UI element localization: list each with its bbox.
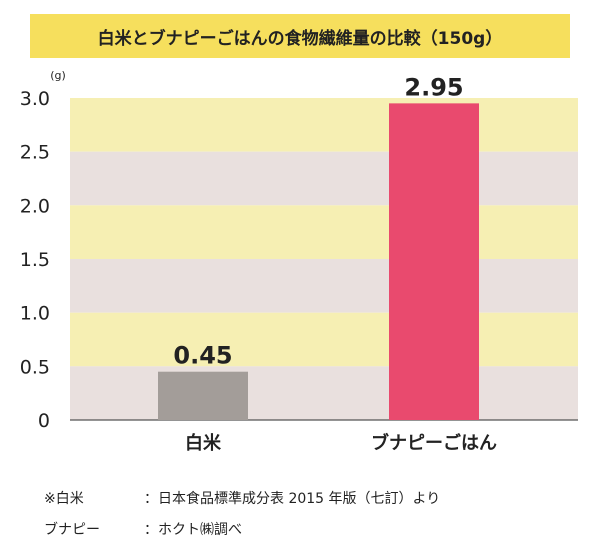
chart-title-bar: 白米とブナピーごはんの食物繊維量の比較（150g） [30,14,570,58]
y-tick-label: 3.0 [20,88,50,110]
source-note-bunapi-key: ブナピー [44,522,100,538]
x-category-label: ブナピーごはん [371,432,497,454]
background-band [70,98,578,152]
y-tick-label: 0 [38,410,50,432]
y-tick-label: 0.5 [20,356,50,378]
background-band [70,259,578,313]
source-note-rice: ※白米 ：日本食品標準成分表 2015 年版（七訂）より [44,488,440,508]
bar-1 [158,371,248,420]
source-note-rice-value: ：日本食品標準成分表 2015 年版（七訂）より [144,491,441,507]
y-axis-unit-label: (g) [50,69,66,82]
y-tick-label: 2.5 [20,142,50,164]
chart-title: 白米とブナピーごはんの食物繊維量の比較（150g） [97,28,503,49]
y-tick-label: 1.0 [20,303,50,325]
background-band [70,366,578,420]
bar-data-label: 2.95 [404,73,463,101]
background-band [70,312,578,367]
bar-data-label: 0.45 [173,342,232,370]
bar-2 [389,103,479,420]
source-note-bunapi-value: ：ホクト㈱調べ [144,522,242,538]
x-category-label: 白米 [185,432,222,454]
background-band [70,205,578,259]
source-note-rice-key: ※白米 [44,491,84,507]
y-tick-label: 1.5 [20,249,50,271]
background-band [70,151,578,206]
source-note-bunapi: ブナピー ：ホクト㈱調べ [44,519,242,539]
y-tick-label: 2.0 [20,195,50,217]
